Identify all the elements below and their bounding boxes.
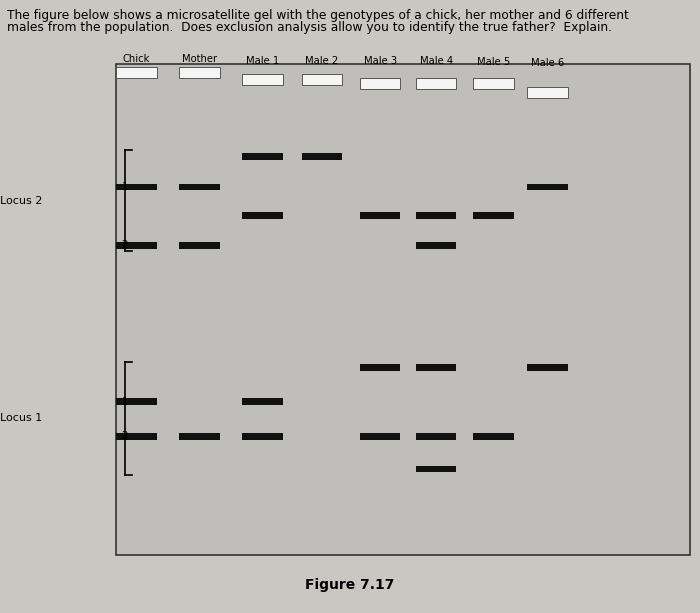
- Bar: [473, 433, 514, 440]
- Bar: [116, 242, 157, 248]
- Bar: [116, 398, 157, 405]
- Text: Male 3: Male 3: [363, 56, 397, 66]
- Text: 1: 1: [122, 397, 128, 406]
- Bar: [302, 153, 342, 159]
- Text: Locus 1: Locus 1: [0, 413, 42, 424]
- Text: Male 4: Male 4: [419, 56, 453, 66]
- Bar: [242, 74, 283, 85]
- Bar: [527, 364, 568, 371]
- Bar: [527, 184, 568, 190]
- Bar: [179, 242, 220, 248]
- Bar: [242, 398, 283, 405]
- Text: Male 2: Male 2: [305, 56, 339, 66]
- Text: Male 6: Male 6: [531, 58, 564, 68]
- Bar: [360, 78, 400, 89]
- Bar: [416, 242, 456, 248]
- Text: The figure below shows a microsatellite gel with the genotypes of a chick, her m: The figure below shows a microsatellite …: [7, 9, 629, 22]
- Text: males from the population.  Does exclusion analysis allow you to identify the tr: males from the population. Does exclusio…: [7, 21, 612, 34]
- Text: Male 1: Male 1: [246, 56, 279, 66]
- Bar: [416, 78, 456, 89]
- Bar: [416, 433, 456, 440]
- Bar: [116, 433, 157, 440]
- Bar: [179, 67, 220, 78]
- Text: Chick: Chick: [122, 55, 150, 64]
- Bar: [360, 212, 400, 219]
- Text: Locus 2: Locus 2: [0, 196, 42, 206]
- Text: 2: 2: [122, 240, 128, 250]
- Bar: [473, 212, 514, 219]
- Bar: [242, 153, 283, 159]
- Bar: [116, 184, 157, 190]
- Bar: [360, 364, 400, 371]
- Bar: [179, 184, 220, 190]
- Text: 1: 1: [122, 182, 128, 192]
- Bar: [179, 433, 220, 440]
- Bar: [527, 87, 568, 98]
- Bar: [242, 433, 283, 440]
- Text: Male 5: Male 5: [477, 57, 510, 67]
- Bar: [116, 67, 157, 78]
- Bar: [116, 64, 690, 555]
- Bar: [360, 433, 400, 440]
- Bar: [416, 364, 456, 371]
- Text: 2: 2: [122, 432, 128, 441]
- Bar: [302, 74, 342, 85]
- Bar: [473, 78, 514, 89]
- Bar: [416, 212, 456, 219]
- Bar: [416, 466, 456, 472]
- Bar: [242, 212, 283, 219]
- Text: Mother: Mother: [182, 55, 217, 64]
- Text: Figure 7.17: Figure 7.17: [305, 579, 395, 592]
